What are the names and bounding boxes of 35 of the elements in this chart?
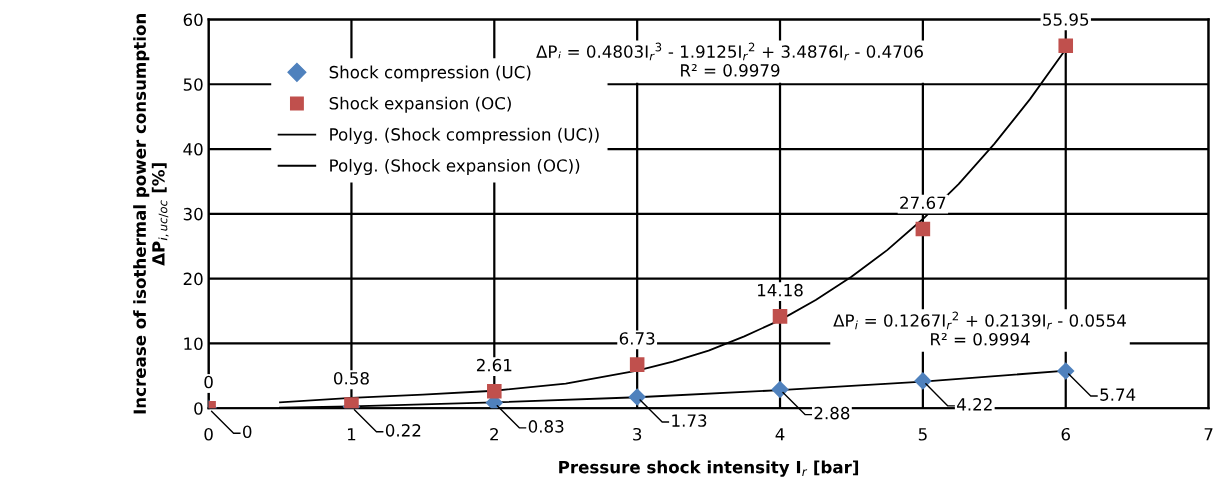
legend-label: Polyg. (Shock expansion (OC)): [330, 158, 580, 176]
x-tick-label: 4: [775, 428, 785, 441]
text: ΔP$_{i}$ = 0.1267I$_{r}$$^{2}$ + 0.2139I$_{r}$ - 0.0554 R² = 0.9994: [833, 311, 1126, 346]
x-tick-label: 7: [1204, 428, 1213, 441]
data-label: 1.73: [672, 414, 707, 427]
x-tick-label: 6: [1061, 427, 1070, 441]
y-tick-label: 0: [194, 402, 203, 415]
legend-label: Shock compression (UC): [329, 65, 531, 82]
x-tick-label: 3: [633, 427, 642, 441]
data-label: 6.73: [619, 332, 655, 345]
legend-label: Polyg. (Shock compression (UC)): [330, 127, 599, 144]
data-label: 14.18: [758, 283, 803, 297]
y-tick-label: 30: [183, 207, 203, 221]
y-tick-label: 10: [184, 337, 203, 351]
y-tick-label: 40: [183, 143, 203, 156]
data-label: 55.95: [1043, 13, 1089, 26]
data-label: 27.67: [900, 196, 946, 210]
y-axis-title: Increase of isothermal power consumption ΔP$_{i,uc/oc}$ [%]: [133, 14, 169, 414]
x-tick-label: 0: [204, 427, 213, 441]
data-label: 5.74: [1100, 388, 1136, 401]
y-tick-label: 20: [183, 272, 203, 286]
x-tick-label: 5: [918, 428, 927, 441]
data-label: 2.88: [814, 406, 850, 420]
x-axis-title: Pressure shock intensity I$_{r}$ [bar]: [559, 460, 859, 477]
x-tick-label: 1: [347, 428, 356, 441]
data-label: 2.61: [476, 358, 512, 372]
data-label: 0: [204, 375, 213, 389]
data-label: 0.83: [528, 420, 564, 433]
data-label: 4.22: [957, 398, 992, 411]
y-tick-label: 50: [183, 78, 203, 91]
data-label: 0.22: [385, 424, 421, 437]
y-tick-label: 60: [183, 13, 203, 27]
x-tick-label: 2: [490, 427, 498, 441]
legend-label: Shock expansion (OC): [329, 96, 511, 113]
data-label: 0.58: [333, 371, 369, 385]
